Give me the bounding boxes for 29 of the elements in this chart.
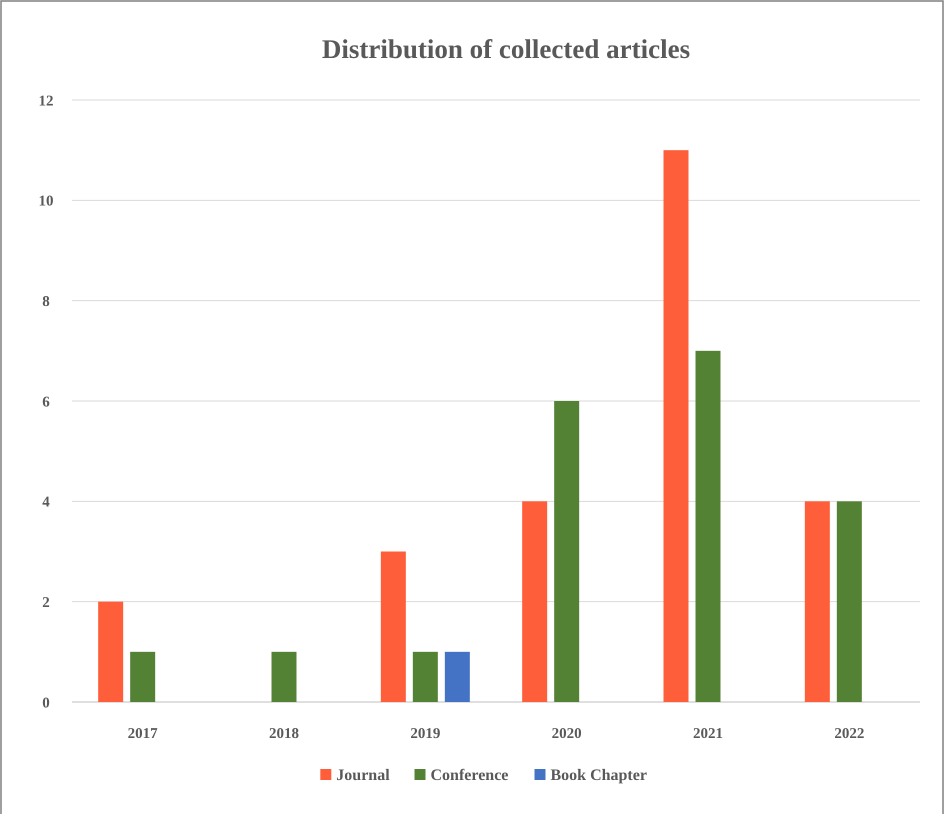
y-tick-label: 4 xyxy=(42,494,50,511)
y-tick-label: 12 xyxy=(38,93,54,110)
x-tick-label: 2018 xyxy=(269,726,299,742)
bar xyxy=(804,501,830,702)
legend-label: Journal xyxy=(336,767,390,784)
y-tick-label: 8 xyxy=(42,294,50,310)
y-tick-label: 0 xyxy=(42,695,50,712)
y-tick-label: 6 xyxy=(42,394,50,410)
x-tick-label: 2017 xyxy=(128,726,158,742)
bar xyxy=(380,552,406,702)
y-tick-label: 10 xyxy=(38,194,54,210)
legend-label: Book Chapter xyxy=(550,767,647,784)
chart-title: Distribution of collected articles xyxy=(322,34,690,64)
bar xyxy=(444,652,470,702)
bar xyxy=(836,501,862,702)
x-tick-label: 2022 xyxy=(834,726,864,742)
bar xyxy=(412,652,438,702)
y-tick-label: 2 xyxy=(42,594,50,611)
bar xyxy=(696,350,720,702)
x-tick-label: 2021 xyxy=(693,726,723,742)
bar xyxy=(522,501,548,702)
bar xyxy=(664,150,688,702)
bar xyxy=(130,652,156,702)
x-tick-label: 2020 xyxy=(552,726,582,742)
bar xyxy=(98,602,124,702)
bar xyxy=(554,401,580,702)
x-tick-label: 2019 xyxy=(410,726,440,742)
legend-label: Conference xyxy=(430,767,508,784)
bar xyxy=(272,652,296,702)
